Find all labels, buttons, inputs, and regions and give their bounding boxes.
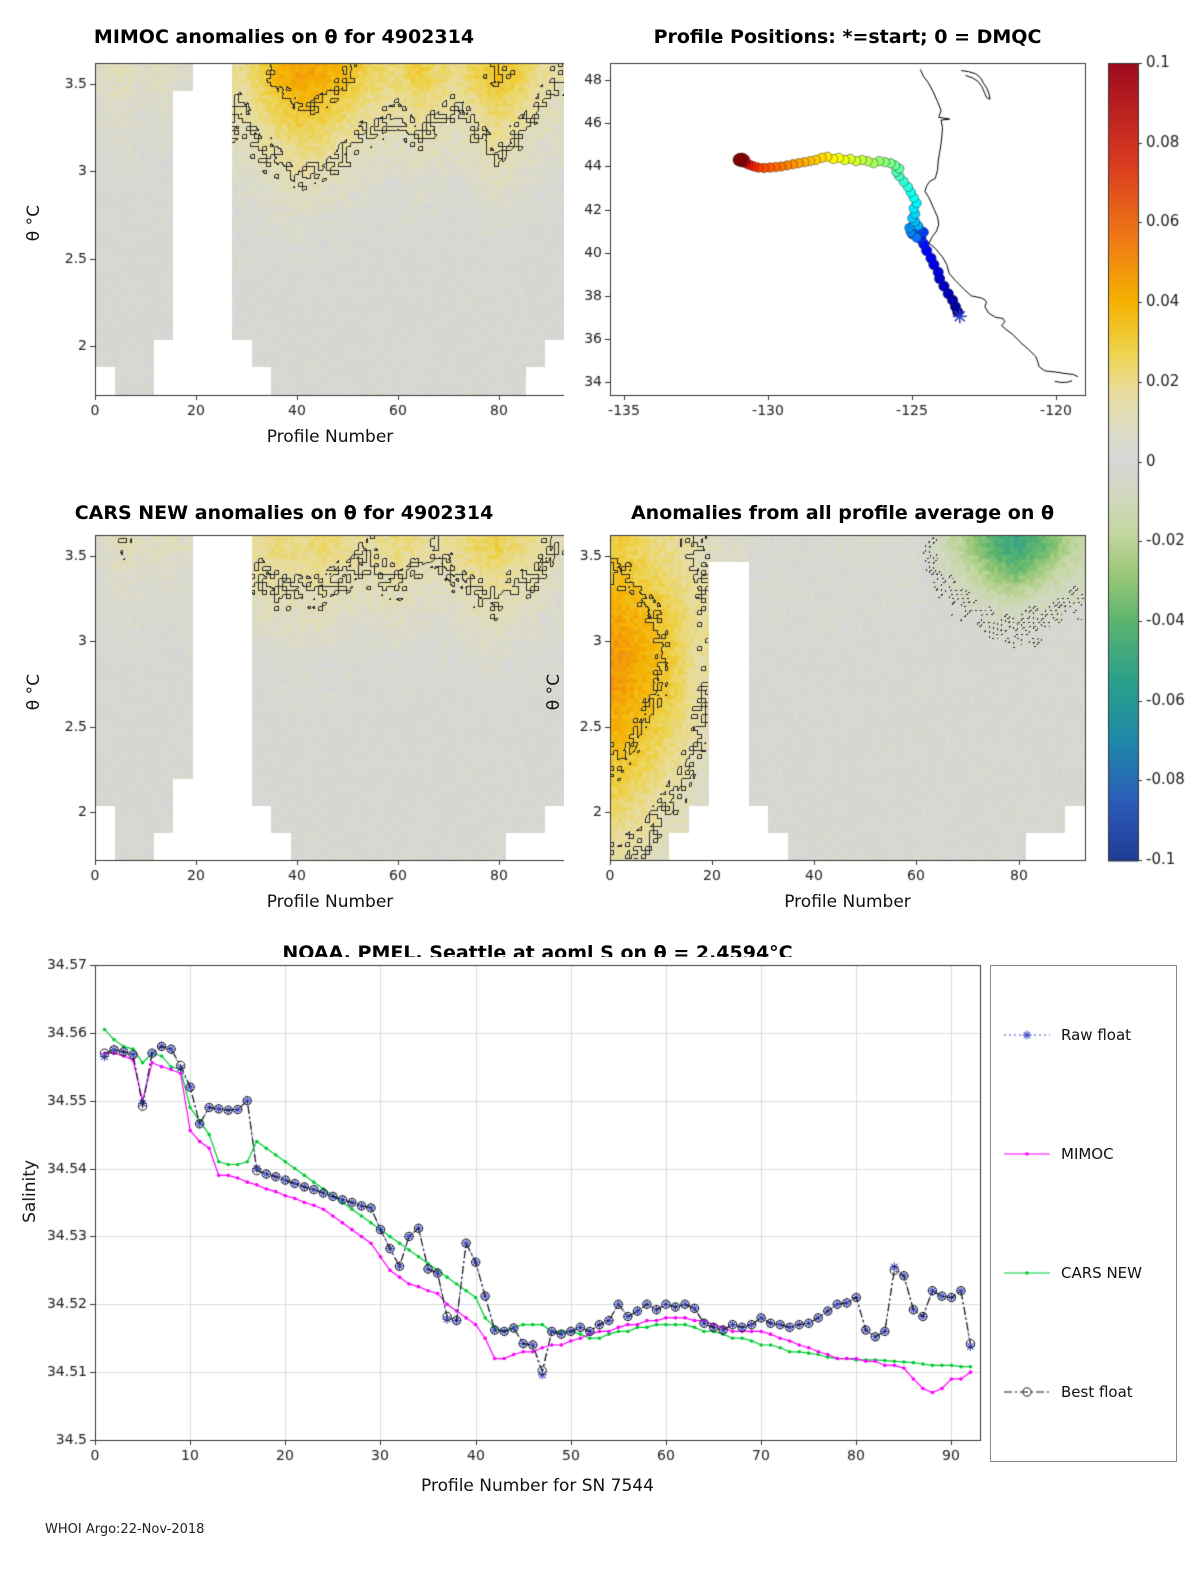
profile-positions-map-canvas	[564, 57, 1089, 425]
panel-cars-new-anomalies: CARS NEW anomalies on θ for 4902314 Prof…	[20, 492, 580, 932]
panel-colorbar	[1100, 20, 1200, 900]
panel-title: CARS NEW anomalies on θ for 4902314	[74, 502, 494, 524]
all-profile-average-heatmap-canvas	[564, 529, 1089, 890]
mimoc-anomaly-heatmap-canvas	[49, 57, 574, 425]
legend-entry-mimoc: MIMOC	[991, 1145, 1176, 1164]
y-axis-label: θ °C	[24, 205, 44, 242]
legend-entry-raw-float: Raw float	[991, 1026, 1176, 1045]
legend-label: CARS NEW	[1061, 1263, 1142, 1282]
x-axis-label: Profile Number	[266, 892, 394, 912]
panel-mimoc-anomalies: MIMOC anomalies on θ for 4902314 Profile…	[20, 20, 580, 465]
legend-entry-best-float: Best float	[991, 1382, 1176, 1401]
anomaly-colorbar-canvas	[1100, 20, 1200, 900]
panel-all-profile-average-anomalies: Anomalies from all profile average on θ …	[544, 492, 1120, 932]
panel-salinity-comparison: NOAA, PMEL, Seattle at aoml S on θ = 2.4…	[20, 920, 1020, 1520]
panel-profile-positions: Profile Positions: *=start; 0 = DMQC	[560, 20, 1120, 465]
cars-new-anomaly-heatmap-canvas	[49, 529, 574, 890]
footer-credit: WHOI Argo:22-Nov-2018	[45, 1522, 205, 1537]
legend-entry-cars-new: CARS NEW	[991, 1263, 1176, 1282]
x-axis-label: Profile Number	[266, 427, 394, 447]
panel-title: Profile Positions: *=start; 0 = DMQC	[653, 26, 1042, 48]
legend-label: Raw float	[1061, 1026, 1132, 1045]
x-axis-label: Profile Number	[784, 892, 911, 912]
x-axis-label: Profile Number for SN 7544	[421, 1476, 654, 1496]
y-axis-label: Salinity	[20, 1160, 40, 1223]
panel-title: MIMOC anomalies on θ for 4902314	[93, 26, 475, 48]
salinity-line-chart-canvas	[29, 957, 987, 1474]
y-axis-label: θ °C	[544, 674, 564, 711]
panel-title: Anomalies from all profile average on θ	[630, 502, 1055, 524]
cars-new-marker-sample	[1001, 1263, 1053, 1282]
mimoc-marker-sample	[1001, 1145, 1053, 1164]
raw-float-marker-sample	[1001, 1026, 1053, 1045]
salinity-legend: Raw float MIMOC CARS NEW Best float	[990, 965, 1177, 1462]
legend-label: MIMOC	[1061, 1145, 1114, 1164]
y-axis-label: θ °C	[24, 674, 44, 711]
legend-label: Best float	[1061, 1382, 1133, 1401]
best-float-marker-sample	[1001, 1382, 1053, 1401]
